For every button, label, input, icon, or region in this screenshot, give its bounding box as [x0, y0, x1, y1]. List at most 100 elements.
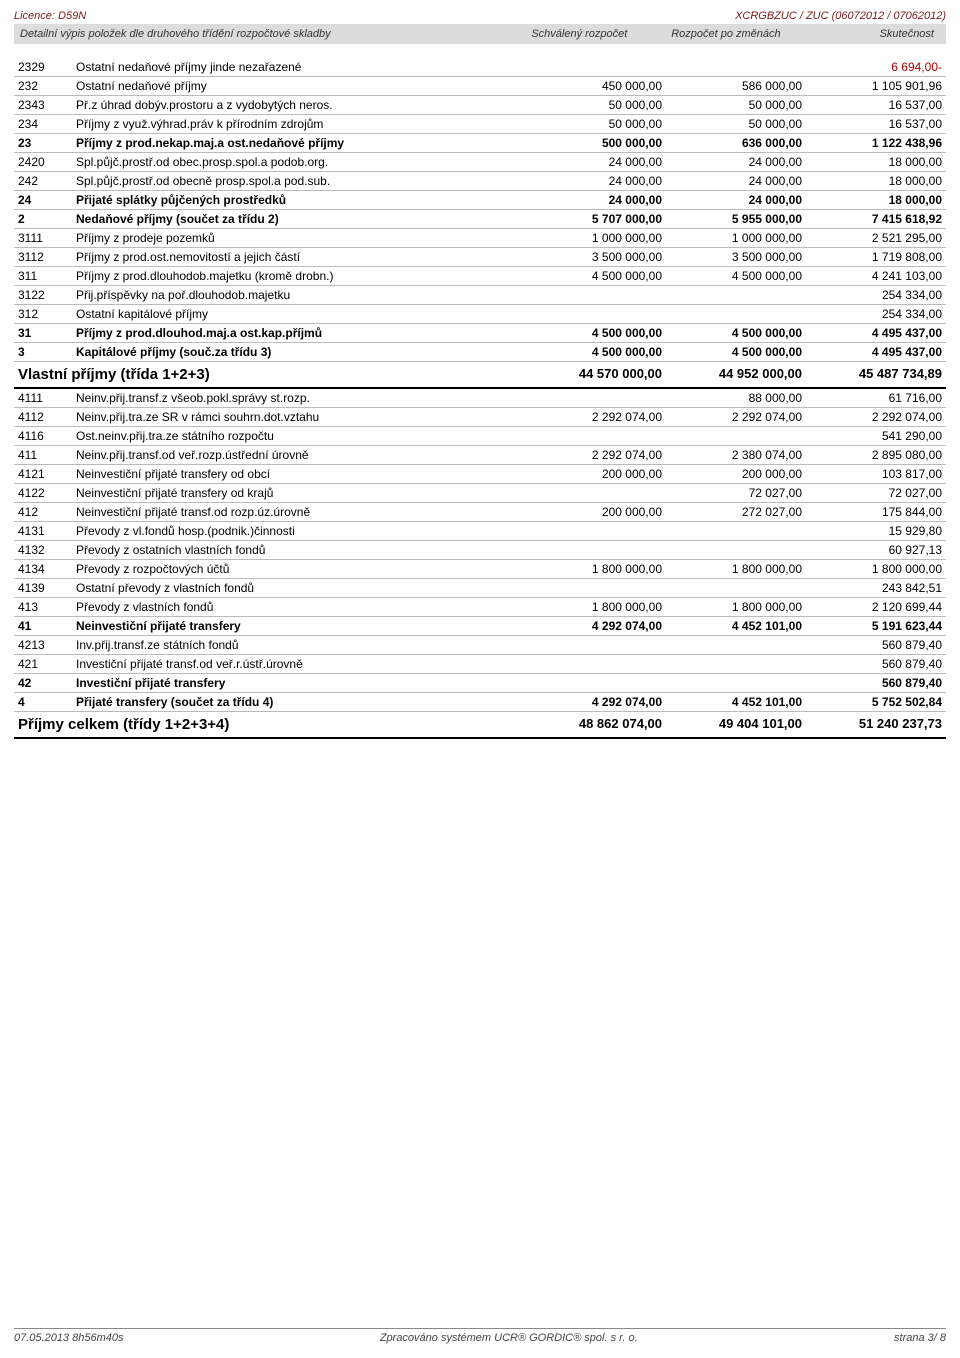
row-desc: Příjmy z prod.dlouhodob.majetku (kromě d… — [72, 267, 526, 286]
table-row: 4112Neinv.přij.tra.ze SR v rámci souhrn.… — [14, 408, 946, 427]
row-value: 44 570 000,00 — [526, 362, 666, 389]
row-value — [526, 522, 666, 541]
table-row: 3Kapitálové příjmy (souč.za třídu 3)4 50… — [14, 343, 946, 362]
row-code: 4111 — [14, 388, 72, 408]
row-desc: Spl.půjč.prostř.od obec.prosp.spol.a pod… — [72, 153, 526, 172]
row-value: 4 495 437,00 — [806, 324, 946, 343]
row-value: 4 500 000,00 — [526, 343, 666, 362]
row-value — [526, 484, 666, 503]
row-value: 541 290,00 — [806, 427, 946, 446]
row-value — [526, 286, 666, 305]
row-value — [526, 579, 666, 598]
row-desc: Příjmy z prod.ost.nemovitostí a jejich č… — [72, 248, 526, 267]
row-desc: Příjmy z využ.výhrad.práv k přírodním zd… — [72, 115, 526, 134]
row-value — [526, 388, 666, 408]
table-row: 234Příjmy z využ.výhrad.práv k přírodním… — [14, 115, 946, 134]
row-value: 4 292 074,00 — [526, 617, 666, 636]
table-row: 232Ostatní nedaňové příjmy450 000,00586 … — [14, 77, 946, 96]
row-value: 5 191 623,44 — [806, 617, 946, 636]
row-desc: Ostatní nedaňové příjmy — [72, 77, 526, 96]
header-col-3: Skutečnost — [787, 28, 940, 40]
row-value: 560 879,40 — [806, 674, 946, 693]
row-value: 16 537,00 — [806, 96, 946, 115]
row-desc: Př.z úhrad dobýv.prostoru a z vydobytých… — [72, 96, 526, 115]
row-value: 500 000,00 — [526, 134, 666, 153]
table-row: 4213Inv.přij.transf.ze státních fondů560… — [14, 636, 946, 655]
row-value — [666, 655, 806, 674]
row-value: 2 521 295,00 — [806, 229, 946, 248]
table-row: 2329Ostatní nedaňové příjmy jinde nezařa… — [14, 58, 946, 77]
row-value: 18 000,00 — [806, 153, 946, 172]
table-row: Vlastní příjmy (třída 1+2+3)44 570 000,0… — [14, 362, 946, 389]
table-row: 4116Ost.neinv.přij.tra.ze státního rozpo… — [14, 427, 946, 446]
row-desc: Přij.příspěvky na poř.dlouhodob.majetku — [72, 286, 526, 305]
row-desc: Nedaňové příjmy (součet za třídu 2) — [72, 210, 526, 229]
row-value: 18 000,00 — [806, 172, 946, 191]
table-row: 4134Převody z rozpočtových účtů1 800 000… — [14, 560, 946, 579]
row-code: 3112 — [14, 248, 72, 267]
row-value: 4 500 000,00 — [666, 343, 806, 362]
table-row: 4Přijaté transfery (součet za třídu 4)4 … — [14, 693, 946, 712]
row-value — [666, 427, 806, 446]
row-value: 1 800 000,00 — [806, 560, 946, 579]
row-value: 254 334,00 — [806, 286, 946, 305]
row-value: 1 719 808,00 — [806, 248, 946, 267]
row-value: 24 000,00 — [526, 153, 666, 172]
row-value — [666, 58, 806, 77]
row-value: 254 334,00 — [806, 305, 946, 324]
row-code: 4116 — [14, 427, 72, 446]
row-value — [526, 655, 666, 674]
row-code: 23 — [14, 134, 72, 153]
row-code: 4 — [14, 693, 72, 712]
row-value: 49 404 101,00 — [666, 712, 806, 739]
row-desc: Příjmy z prodeje pozemků — [72, 229, 526, 248]
header-col-1: Schválený rozpočet — [480, 28, 633, 40]
row-value: 2 120 699,44 — [806, 598, 946, 617]
row-code: 312 — [14, 305, 72, 324]
table-row: 413Převody z vlastních fondů1 800 000,00… — [14, 598, 946, 617]
row-desc: Neinvestiční přijaté transfery od krajů — [72, 484, 526, 503]
row-code: 4131 — [14, 522, 72, 541]
row-value — [666, 579, 806, 598]
row-value — [666, 674, 806, 693]
row-desc: Ostatní převody z vlastních fondů — [72, 579, 526, 598]
row-value: 2 895 080,00 — [806, 446, 946, 465]
row-value: 24 000,00 — [666, 191, 806, 210]
row-desc: Převody z ostatních vlastních fondů — [72, 541, 526, 560]
row-value: 60 927,13 — [806, 541, 946, 560]
row-value: 50 000,00 — [666, 96, 806, 115]
row-value — [666, 636, 806, 655]
row-code: 411 — [14, 446, 72, 465]
row-code: 24 — [14, 191, 72, 210]
table-row: 42Investiční přijaté transfery560 879,40 — [14, 674, 946, 693]
row-desc: Převody z vlastních fondů — [72, 598, 526, 617]
row-value: 72 027,00 — [666, 484, 806, 503]
table-row: 421Investiční přijaté transf.od veř.r.ús… — [14, 655, 946, 674]
row-code: 31 — [14, 324, 72, 343]
row-value: 5 707 000,00 — [526, 210, 666, 229]
table-row: 4121Neinvestiční přijaté transfery od ob… — [14, 465, 946, 484]
table-row: 2343Př.z úhrad dobýv.prostoru a z vydoby… — [14, 96, 946, 115]
row-value: 88 000,00 — [666, 388, 806, 408]
row-desc: Neinvestiční přijaté transfery od obcí — [72, 465, 526, 484]
row-value: 72 027,00 — [806, 484, 946, 503]
row-value: 15 929,80 — [806, 522, 946, 541]
table-row: 3122Přij.příspěvky na poř.dlouhodob.maje… — [14, 286, 946, 305]
row-code: 234 — [14, 115, 72, 134]
row-value: 1 800 000,00 — [666, 598, 806, 617]
row-desc: Inv.přij.transf.ze státních fondů — [72, 636, 526, 655]
row-code: 242 — [14, 172, 72, 191]
header-col-2: Rozpočet po změnách — [633, 28, 786, 40]
table-row: 411Neinv.přij.transf.od veř.rozp.ústředn… — [14, 446, 946, 465]
row-value: 2 292 074,00 — [666, 408, 806, 427]
row-code: 2420 — [14, 153, 72, 172]
row-desc: Převody z vl.fondů hosp.(podnik.)činnost… — [72, 522, 526, 541]
row-desc: Přijaté splátky půjčených prostředků — [72, 191, 526, 210]
row-desc: Neinv.přij.tra.ze SR v rámci souhrn.dot.… — [72, 408, 526, 427]
row-value: 24 000,00 — [526, 191, 666, 210]
row-code: 2329 — [14, 58, 72, 77]
table-row: 311Příjmy z prod.dlouhodob.majetku (krom… — [14, 267, 946, 286]
row-value: 586 000,00 — [666, 77, 806, 96]
row-desc: Ost.neinv.přij.tra.ze státního rozpočtu — [72, 427, 526, 446]
row-value: 4 495 437,00 — [806, 343, 946, 362]
